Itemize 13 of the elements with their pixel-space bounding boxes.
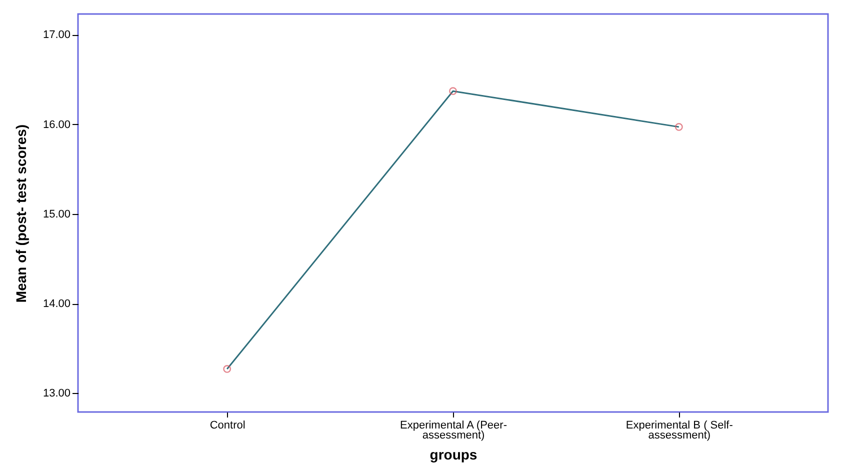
y-tick-label: 13.00 xyxy=(42,388,70,400)
y-tick-label: 15.00 xyxy=(42,208,70,220)
point xyxy=(449,87,457,96)
y-tick-label: 16.00 xyxy=(42,118,70,131)
x-axis-title: groups xyxy=(430,446,478,462)
y-tick-label: 14.00 xyxy=(42,298,70,310)
y-axis-title: Mean of (post- test scores) xyxy=(12,124,29,303)
y-tick-label: 17.00 xyxy=(42,29,70,42)
x-tick-label: Experimental B ( Self-assessment) xyxy=(626,420,734,442)
x-tick-label: Control xyxy=(210,420,246,432)
point xyxy=(674,123,683,131)
x-tick-label: Experimental A (Peer-assessment) xyxy=(400,420,508,442)
point xyxy=(223,365,232,373)
